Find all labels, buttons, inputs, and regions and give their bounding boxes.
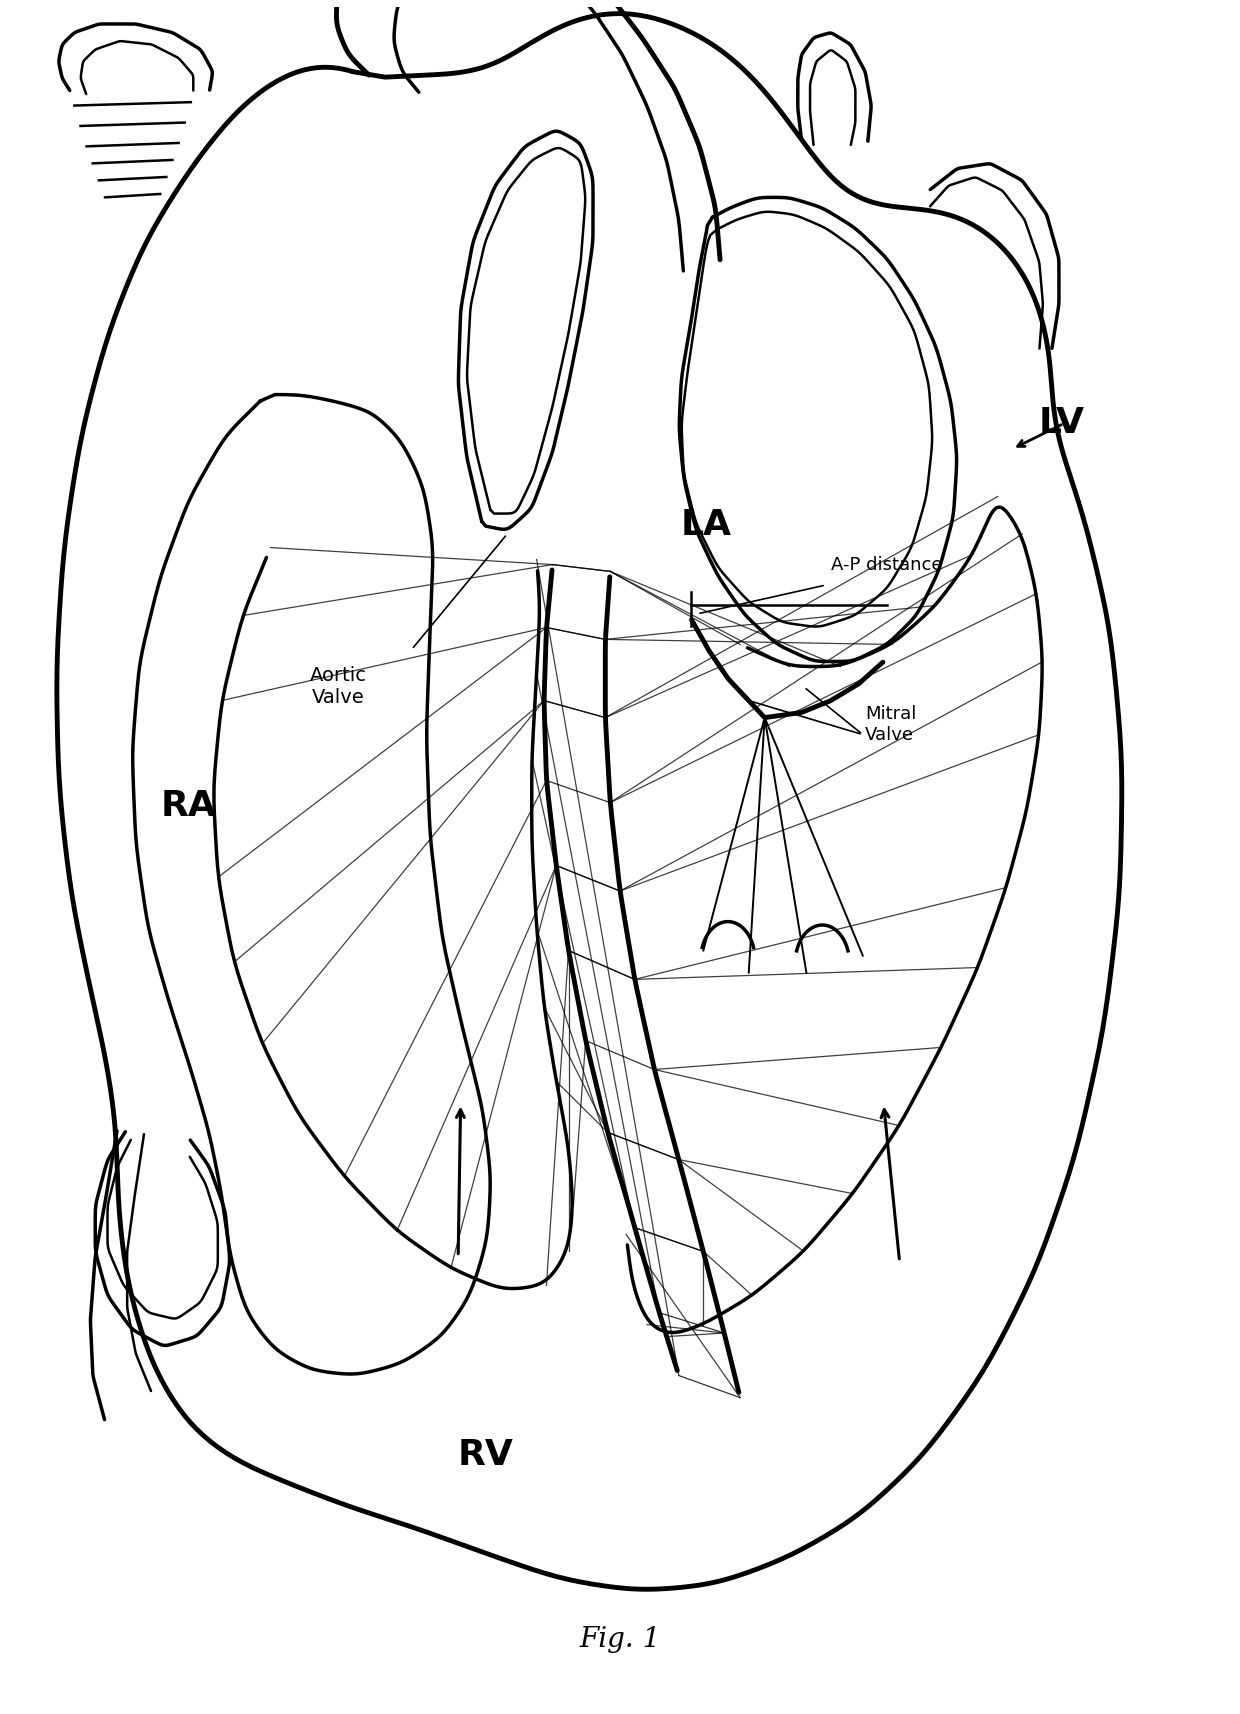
Text: Mitral
Valve: Mitral Valve [866, 704, 916, 744]
Text: RV: RV [458, 1438, 513, 1472]
Polygon shape [459, 132, 593, 530]
Text: RA: RA [160, 788, 216, 823]
Polygon shape [133, 394, 490, 1375]
Text: Fig. 1: Fig. 1 [579, 1625, 661, 1652]
Text: LA: LA [681, 509, 732, 542]
Polygon shape [57, 14, 1122, 1589]
Polygon shape [680, 197, 956, 662]
Text: A-P distance: A-P distance [831, 555, 942, 574]
Text: LV: LV [1038, 406, 1085, 440]
Text: Aortic
Valve: Aortic Valve [310, 667, 367, 708]
